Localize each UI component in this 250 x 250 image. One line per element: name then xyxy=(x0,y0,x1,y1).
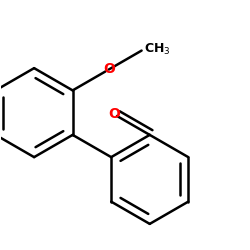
Text: O: O xyxy=(103,62,115,76)
Text: CH$_3$: CH$_3$ xyxy=(144,42,170,57)
Text: O: O xyxy=(108,107,120,121)
